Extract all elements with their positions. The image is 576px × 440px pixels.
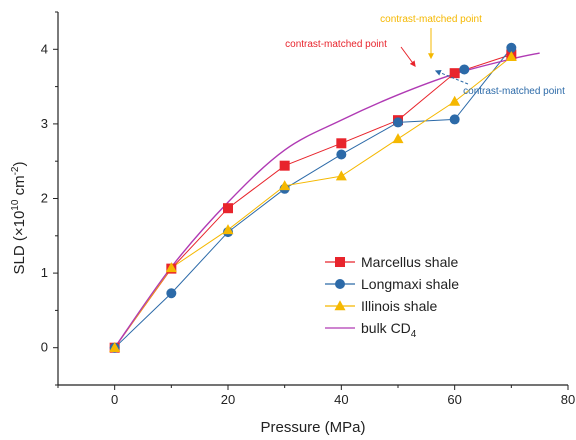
- y-tick-label: 2: [41, 191, 48, 206]
- data-point-longmaxi-shale: [506, 42, 517, 53]
- legend-label: bulk CD4: [361, 320, 417, 340]
- series-line-bulk-cd4: [114, 52, 540, 349]
- series-line-longmaxi-shale: [114, 47, 512, 349]
- legend-label: Illinois shale: [361, 298, 437, 314]
- annotations: contrast-matched point contrast-matched p…: [285, 14, 565, 97]
- annotation-arrow: [434, 70, 469, 85]
- x-tick-label: 80: [561, 392, 575, 407]
- data-point-longmaxi-shale: [449, 114, 460, 125]
- y-tick-label: 3: [41, 116, 48, 131]
- legend-marker: [335, 279, 345, 289]
- y-tick-label: 1: [41, 265, 48, 280]
- x-axis-title: Pressure (MPa): [260, 419, 365, 436]
- legend: Marcellus shale Longmaxi shale Illinois sh…: [325, 254, 459, 340]
- y-tick-label: 4: [41, 41, 48, 56]
- data-point-longmaxi-shale: [393, 117, 403, 128]
- data-point-illinois-shale: [279, 180, 291, 191]
- markers: [109, 42, 517, 353]
- data-point-longmaxi-shale: [166, 288, 177, 299]
- series-line-illinois-shale: [114, 56, 512, 348]
- legend-marker: [335, 257, 345, 267]
- legend-marker: [334, 300, 346, 311]
- annotation-label: contrast-matched point: [463, 86, 565, 97]
- annotation-label: contrast-matched point: [380, 14, 482, 25]
- data-point-marcellus-shale: [223, 203, 233, 214]
- data-point-illinois-shale: [335, 170, 347, 181]
- data-point-illinois-shale: [505, 51, 517, 62]
- axes: 0 20 40 60 80 0 1 2 3 4: [41, 11, 575, 407]
- data-point-illinois-shale: [449, 95, 461, 106]
- x-tick-label: 60: [447, 392, 461, 407]
- x-tick-label: 40: [334, 392, 348, 407]
- curves: [114, 47, 540, 349]
- y-tick-label: 0: [41, 340, 48, 355]
- data-point-marcellus-shale: [279, 160, 290, 171]
- y-axis-title: SLD (×1010 cm-2): [10, 162, 28, 275]
- data-point-marcellus-shale: [336, 138, 347, 149]
- x-tick-label: 0: [111, 392, 118, 407]
- data-point-illinois-shale: [222, 224, 234, 235]
- data-point-marcellus-shale: [449, 68, 460, 79]
- data-point-illinois-shale: [392, 133, 404, 144]
- data-point-illinois-shale: [165, 262, 177, 273]
- series-line-marcellus-shale: [114, 54, 512, 348]
- data-point-illinois-shale: [109, 341, 121, 352]
- annotation-label: contrast-matched point: [285, 39, 387, 50]
- contrast-matched-point: [459, 64, 470, 75]
- x-tick-label: 20: [221, 392, 235, 407]
- data-point-longmaxi-shale: [336, 149, 347, 160]
- legend-label: Marcellus shale: [361, 254, 458, 270]
- legend-label: Longmaxi shale: [361, 276, 459, 292]
- annotation-arrow: [400, 46, 416, 67]
